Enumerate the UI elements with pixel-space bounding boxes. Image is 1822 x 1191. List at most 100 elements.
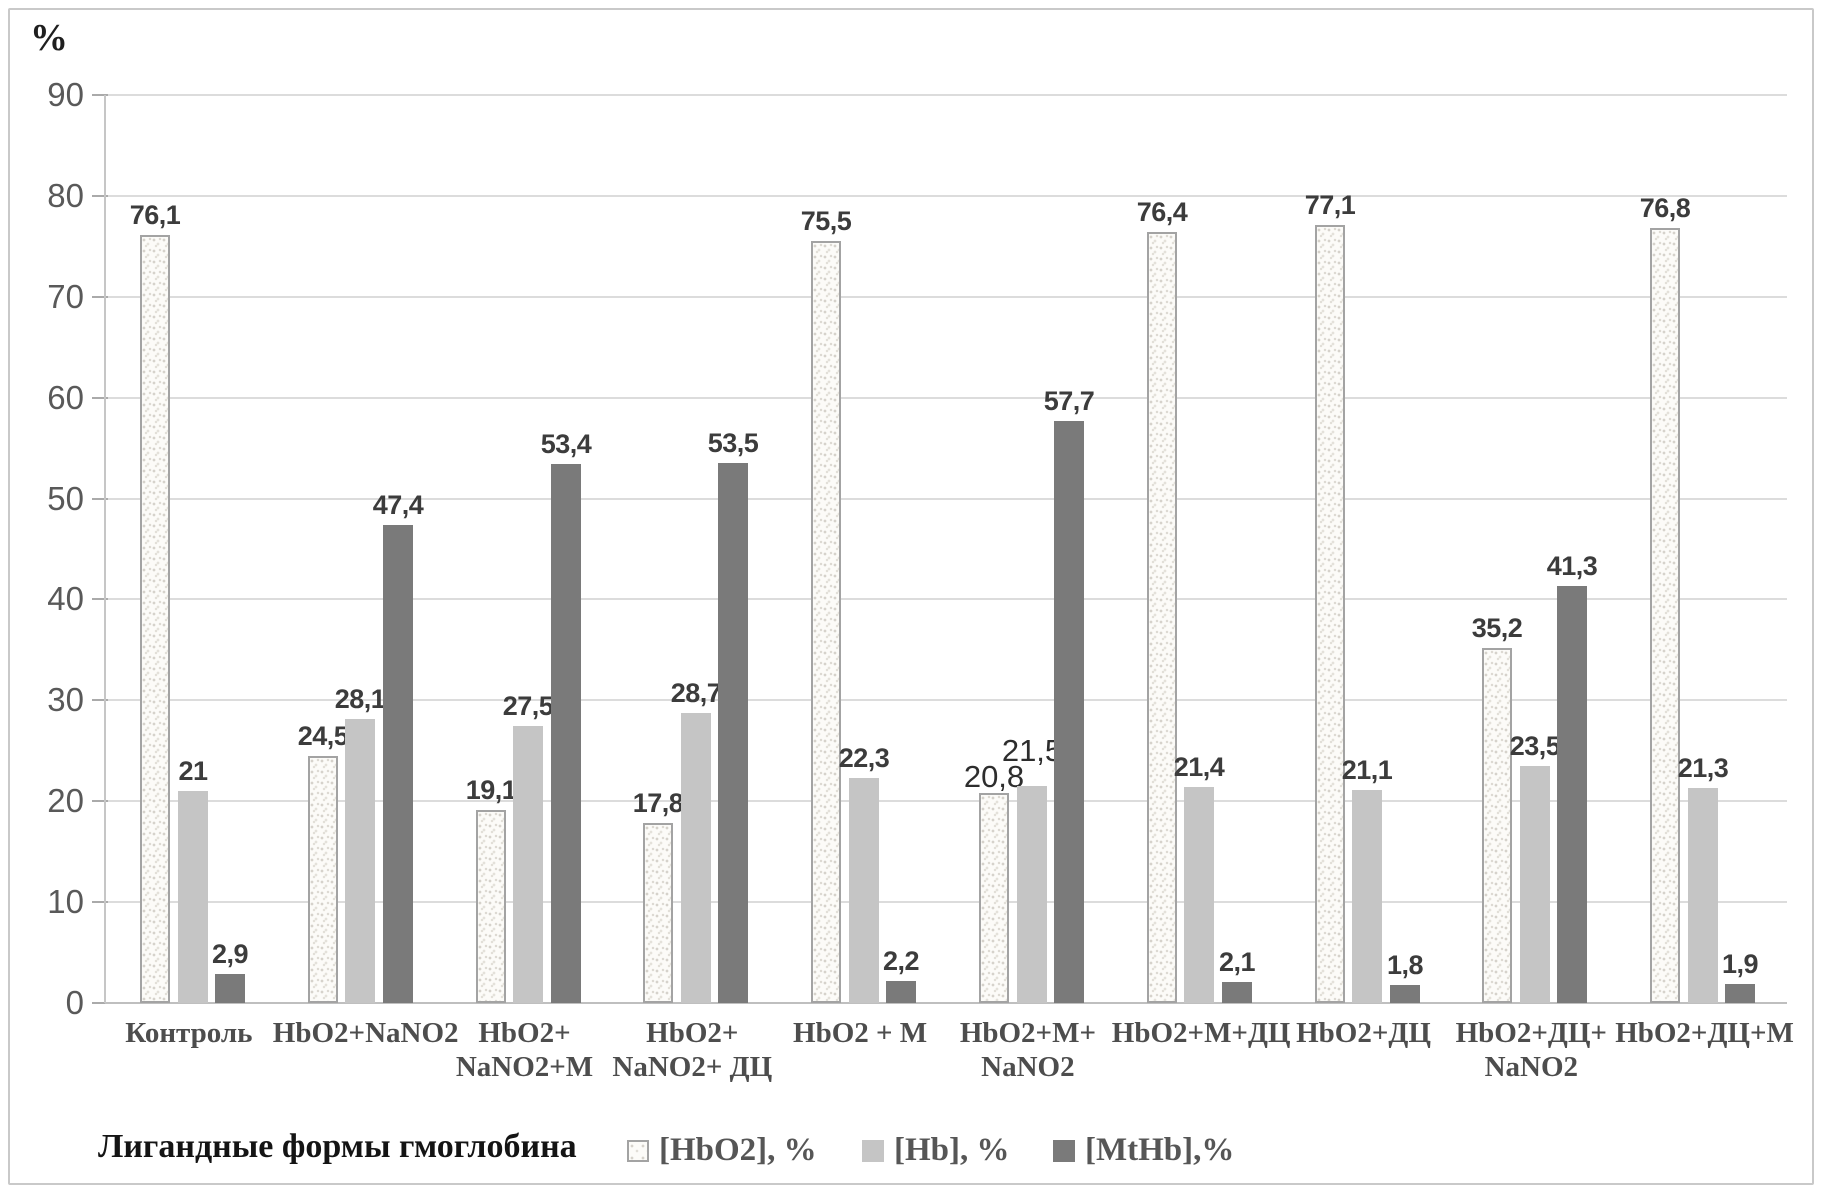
gridline-30: [105, 699, 1787, 702]
y-axis-tick-80: [92, 194, 108, 197]
y-tick-label-80: 80: [47, 176, 84, 214]
chart-frame-border: [8, 8, 1814, 1185]
value-label-2-0: 19,1: [465, 775, 517, 805]
value-label-3-1: 28,7: [670, 678, 722, 708]
y-tick-label-10: 10: [47, 883, 84, 921]
bar-HbO2-3: [643, 823, 673, 1003]
legend-label-2: [MtHb],%: [1085, 1132, 1235, 1168]
value-label-0-2: 2,9: [211, 939, 249, 969]
value-label-6-1: 21,4: [1173, 752, 1225, 782]
bar-MtHb-5: [1054, 421, 1084, 1003]
value-label-7-0: 77,1: [1304, 190, 1356, 220]
bar-HbO2-4: [811, 241, 841, 1003]
y-axis-tick-0: [92, 1002, 108, 1004]
bar-MtHb-3: [718, 463, 748, 1003]
value-label-9-2: 1,9: [1721, 949, 1759, 979]
value-label-4-2: 2,2: [882, 946, 920, 976]
y-axis-tick-60: [92, 396, 108, 399]
bar-Hb-6: [1184, 787, 1214, 1003]
category-label-3: HbO2+ NaNO2+ ДЦ: [612, 1017, 773, 1083]
category-label-0: Контроль: [125, 1017, 253, 1049]
category-label-5: HbO2+M+ NaNO2: [959, 1017, 1096, 1083]
bar-HbO2-0: [140, 235, 170, 1003]
x-axis-line: [105, 1002, 1787, 1004]
legend-title: Лигандные формы гмоглобина: [98, 1128, 577, 1165]
bar-HbO2-7: [1315, 225, 1345, 1003]
bar-MtHb-8: [1557, 586, 1587, 1003]
value-label-2-2: 53,4: [540, 429, 592, 459]
legend-swatch-0: [627, 1139, 649, 1162]
value-label-4-0: 75,5: [800, 206, 852, 236]
bar-HbO2-5: [979, 793, 1009, 1003]
value-label-8-1: 23,5: [1509, 731, 1561, 761]
y-axis-tick-70: [92, 295, 108, 298]
bar-MtHb-0: [215, 974, 245, 1003]
y-axis-tick-20: [92, 800, 108, 803]
y-axis-tick-30: [92, 699, 108, 702]
y-tick-label-30: 30: [47, 681, 84, 719]
value-label-0-1: 21: [178, 756, 208, 786]
bar-MtHb-9: [1725, 984, 1755, 1003]
gridline-70: [105, 295, 1787, 298]
bar-Hb-9: [1688, 788, 1718, 1003]
value-label-5-2: 57,7: [1043, 386, 1095, 416]
value-label-6-0: 76,4: [1136, 197, 1188, 227]
gridline-90: [105, 93, 1787, 96]
value-label-4-1: 22,3: [838, 743, 890, 773]
y-axis-tick-40: [92, 598, 108, 601]
value-label-7-1: 21,1: [1341, 755, 1393, 785]
bar-Hb-8: [1520, 766, 1550, 1003]
category-label-2: HbO2+ NaNO2+M: [455, 1017, 594, 1083]
gridline-50: [105, 497, 1787, 500]
legend-label-0: [HbO2], %: [659, 1132, 817, 1168]
category-label-8: HbO2+ДЦ+ NaNO2: [1455, 1017, 1607, 1083]
value-label-7-2: 1,8: [1386, 950, 1424, 980]
y-axis-title: %: [30, 17, 68, 59]
bar-MtHb-7: [1390, 985, 1420, 1003]
legend-item-1: [Hb], %: [862, 1132, 1010, 1169]
legend-swatch-2: [1053, 1139, 1075, 1162]
value-label-1-2: 47,4: [372, 490, 424, 520]
y-tick-label-60: 60: [47, 378, 84, 416]
bar-HbO2-8: [1482, 648, 1512, 1003]
legend-item-0: [HbO2], %: [627, 1132, 817, 1169]
value-label-9-1: 21,3: [1677, 753, 1729, 783]
bar-MtHb-1: [383, 525, 413, 1003]
legend-label-1: [Hb], %: [894, 1132, 1010, 1168]
category-label-6: HbO2+M+ДЦ: [1111, 1017, 1291, 1049]
bar-Hb-4: [849, 778, 879, 1003]
y-tick-label-50: 50: [47, 479, 84, 517]
bar-HbO2-6: [1147, 232, 1177, 1003]
category-label-7: HbO2+ДЦ: [1296, 1017, 1431, 1049]
bar-Hb-2: [513, 726, 543, 1003]
y-axis-tick-50: [92, 497, 108, 500]
category-label-9: HbO2+ДЦ+M: [1615, 1017, 1794, 1049]
bar-Hb-5: [1017, 786, 1047, 1003]
bar-MtHb-4: [886, 981, 916, 1003]
value-label-1-0: 24,5: [297, 721, 349, 751]
gridline-20: [105, 800, 1787, 803]
bar-HbO2-9: [1650, 228, 1680, 1003]
value-label-9-0: 76,8: [1639, 193, 1691, 223]
value-label-2-1: 27,5: [502, 691, 554, 721]
bar-Hb-0: [178, 791, 208, 1003]
gridline-60: [105, 396, 1787, 399]
value-label-8-2: 41,3: [1546, 551, 1598, 581]
bar-HbO2-2: [476, 810, 506, 1003]
value-label-1-1: 28,1: [334, 684, 386, 714]
y-axis-tick-10: [92, 901, 108, 904]
gridline-40: [105, 598, 1787, 601]
value-label-5-0: 20,8: [963, 759, 1025, 794]
bar-HbO2-1: [308, 756, 338, 1003]
value-label-8-0: 35,2: [1471, 613, 1523, 643]
gridline-80: [105, 194, 1787, 197]
bar-Hb-3: [681, 713, 711, 1003]
gridline-10: [105, 901, 1787, 904]
bar-MtHb-6: [1222, 982, 1252, 1003]
bar-Hb-7: [1352, 790, 1382, 1003]
bar-Hb-1: [345, 719, 375, 1003]
legend-item-2: [MtHb],%: [1053, 1132, 1234, 1169]
y-tick-label-40: 40: [47, 580, 84, 618]
y-tick-label-0: 0: [65, 984, 84, 1021]
